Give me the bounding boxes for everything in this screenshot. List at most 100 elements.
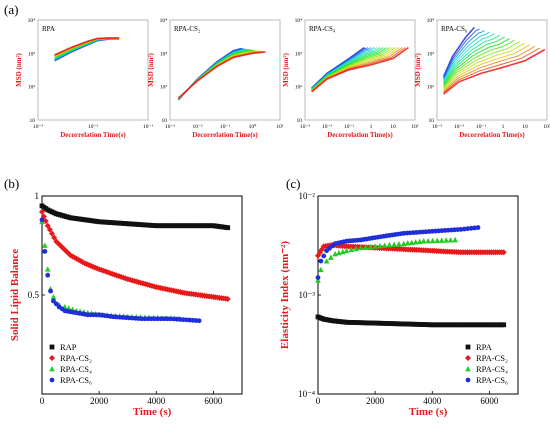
x-tick-label: 1 (370, 124, 373, 130)
data-point (362, 244, 369, 250)
data-point (465, 344, 471, 350)
data-point (315, 275, 321, 280)
data-point (44, 222, 51, 229)
x-tick-label: 10⁻² (88, 124, 98, 130)
y-tick-label: 10⁴ (295, 18, 303, 24)
msd-series-line (443, 30, 485, 80)
legend-entry: RPA-CS₆ (476, 375, 508, 385)
x-tick-label: 0 (40, 396, 45, 406)
data-point (443, 237, 449, 243)
data-point (391, 241, 397, 247)
msd-series-line (443, 41, 520, 89)
x-tick-label: 10 (390, 124, 396, 130)
panel-label-a: (a) (4, 2, 19, 17)
data-point (44, 266, 51, 272)
msd-panel-3: RPA-CS₆ 10⁻³ 10⁻² 10⁻¹ 1 10 10² 10 10² 10³ 10⁴ Deco… (414, 18, 550, 139)
data-point (318, 258, 324, 264)
x-axis-label: Decorrelation Time(s) (327, 131, 393, 139)
data-point (400, 240, 407, 247)
msd-series-line (443, 31, 490, 81)
y-tick-label: 10² (295, 85, 303, 91)
msd-series-line (54, 37, 120, 56)
legend-entry: RPA-CS₂ (60, 353, 92, 363)
data-point (434, 237, 440, 244)
msd-panel-2: RPA-CS₄ 10⁻³ 10⁻² 10⁻¹ 1 10 10² 10 10² 10³ 10⁴ Deco… (282, 18, 419, 139)
msd-series-line (443, 42, 525, 90)
data-point (438, 237, 445, 243)
x-axis-label: Decorrelation Time(s) (192, 131, 258, 139)
y-tick-label: 10 (429, 118, 435, 124)
msd-series-line (311, 46, 409, 93)
msd-series-line (443, 47, 541, 94)
x-tick-label: 10⁻¹ (476, 124, 486, 130)
data-point (429, 237, 436, 244)
msd-series-line (177, 50, 259, 100)
data-point (500, 249, 507, 256)
y-tick-label: 10³ (427, 51, 435, 57)
msd-series-line (177, 49, 252, 100)
y-axis-label: MSD (nm²) (15, 52, 23, 86)
data-point (225, 225, 231, 231)
data-point (46, 226, 53, 233)
data-point (396, 241, 402, 247)
x-tick-label: 1 (502, 124, 505, 130)
data-point (49, 366, 55, 372)
y-tick-label: 10 (30, 118, 36, 124)
data-point (328, 254, 334, 260)
x-tick-label: 4000 (423, 396, 442, 406)
legend-entry: RPA-CS₂ (476, 353, 508, 363)
x-axis-label: Decorrelation Time(s) (60, 131, 126, 139)
legend-entry: RPA-CS₆ (60, 375, 92, 385)
msd-series-line (443, 39, 515, 87)
msd-series-line (443, 28, 480, 79)
y-axis-label: MSD (nm²) (282, 52, 290, 86)
msd-series-line (177, 51, 266, 99)
x-tick-label: 6000 (480, 396, 499, 406)
msd-series-line (177, 51, 263, 99)
data-point (42, 249, 48, 254)
data-point (51, 298, 56, 304)
series-0 (315, 314, 507, 328)
data-point (386, 241, 393, 248)
data-point (50, 293, 57, 300)
data-point (49, 355, 55, 361)
x-tick-label: 6000 (204, 396, 223, 406)
x-tick-label: 10¹ (276, 124, 284, 130)
msd-series-line (443, 45, 536, 92)
series-2 (315, 236, 458, 283)
y-tick-label: 10 (297, 118, 303, 124)
y-tick-label: 10² (160, 85, 168, 91)
data-point (465, 366, 471, 372)
msd-frame (169, 19, 281, 121)
data-point (321, 253, 327, 259)
data-point (39, 217, 45, 223)
data-point (51, 234, 58, 241)
x-tick-label: 0 (316, 396, 321, 406)
scatter-panel-4: 0 2000 4000 6000 0.5 1 Time (s) Solid Lipid Bal… (9, 191, 243, 418)
msd-series-line (443, 44, 531, 91)
y-tick-label: 10 (162, 118, 168, 124)
x-axis-label: Decorrelation Time(s) (459, 131, 525, 139)
data-point (425, 237, 432, 244)
data-point (501, 322, 507, 328)
scatter-panel-5: 0 2000 4000 6000 10⁻⁴ 10⁻³ 10⁻² Time (s) Elastic… (279, 191, 519, 418)
msd-title: RPA-CS₂ (174, 25, 201, 33)
data-point (465, 355, 471, 361)
msd-series-line (443, 36, 505, 85)
x-tick-label: 10⁻¹ (143, 124, 153, 130)
y-axis-label: Elasticity Index (nm⁻²) (279, 241, 291, 349)
data-point (475, 225, 481, 230)
msd-frame (304, 19, 416, 121)
x-tick-label: 10 (522, 124, 528, 130)
series-3 (39, 217, 202, 324)
y-axis-label: MSD (nm²) (414, 52, 422, 86)
series-3 (315, 225, 481, 280)
msd-series-line (443, 33, 495, 82)
msd-series-line (443, 38, 510, 86)
data-point (420, 238, 427, 244)
msd-series-line (442, 26, 476, 77)
y-axis-label: MSD (nm²) (147, 52, 155, 86)
y-tick-label: 10⁴ (160, 18, 168, 24)
